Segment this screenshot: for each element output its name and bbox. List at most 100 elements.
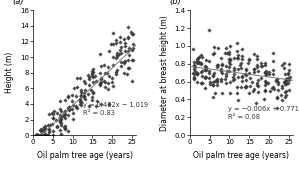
Point	[239, 79, 244, 82]
Point	[210, 80, 215, 83]
Point	[58, 119, 62, 122]
Point	[239, 62, 244, 65]
Point	[282, 83, 287, 85]
Point	[220, 92, 225, 94]
Point	[243, 79, 248, 82]
Point	[113, 57, 118, 60]
Point	[283, 80, 288, 83]
Point	[259, 77, 264, 79]
Point	[89, 75, 94, 77]
Point	[38, 134, 43, 137]
Point	[208, 81, 212, 83]
Point	[98, 71, 103, 74]
Point	[196, 55, 201, 58]
Point	[223, 73, 228, 75]
Point	[77, 97, 82, 100]
Point	[206, 72, 211, 75]
Point	[47, 123, 52, 126]
Point	[86, 92, 91, 95]
Point	[283, 79, 288, 82]
Point	[81, 96, 86, 99]
Point	[65, 94, 70, 97]
Point	[131, 58, 135, 61]
Point	[227, 57, 231, 60]
Point	[202, 69, 207, 71]
Point	[235, 56, 240, 59]
Point	[105, 71, 110, 74]
Point	[113, 42, 118, 44]
Point	[94, 100, 99, 103]
Point	[81, 95, 86, 98]
Point	[235, 50, 240, 52]
Point	[255, 54, 260, 57]
Point	[279, 87, 284, 89]
Point	[224, 70, 229, 73]
Point	[212, 46, 216, 49]
Point	[195, 62, 199, 65]
Point	[282, 80, 287, 83]
Point	[62, 113, 67, 116]
Point	[87, 78, 92, 80]
Point	[123, 42, 127, 45]
Point	[65, 114, 70, 116]
Point	[274, 107, 279, 110]
Point	[89, 89, 94, 92]
Y-axis label: Height (m): Height (m)	[5, 52, 14, 93]
Point	[279, 85, 284, 88]
Point	[202, 65, 207, 68]
Point	[118, 45, 123, 48]
Point	[263, 90, 267, 92]
Point	[58, 100, 63, 102]
Point	[59, 109, 64, 112]
Point	[93, 104, 98, 107]
Point	[287, 68, 292, 71]
Point	[286, 79, 291, 82]
Point	[227, 92, 232, 95]
Point	[215, 66, 220, 68]
Point	[38, 128, 43, 131]
Point	[122, 60, 127, 63]
Point	[256, 79, 261, 82]
Point	[252, 70, 257, 73]
Point	[286, 89, 291, 91]
Point	[58, 132, 63, 135]
Point	[195, 72, 199, 74]
Point	[199, 55, 204, 58]
Point	[210, 83, 215, 86]
Point	[67, 106, 71, 108]
Point	[102, 86, 107, 88]
Point	[62, 115, 66, 117]
Point	[231, 78, 235, 81]
Point	[117, 52, 122, 55]
Point	[58, 119, 63, 122]
Point	[267, 70, 272, 73]
Point	[263, 80, 268, 82]
Point	[81, 92, 86, 95]
Point	[94, 79, 99, 82]
Point	[275, 97, 280, 100]
Point	[256, 69, 260, 72]
Point	[50, 134, 55, 137]
Point	[43, 134, 48, 137]
Point	[226, 51, 231, 54]
Point	[256, 90, 260, 93]
Point	[263, 88, 268, 91]
Y-axis label: Diameter at breast height (m): Diameter at breast height (m)	[160, 15, 169, 130]
Point	[286, 72, 291, 74]
Point	[232, 66, 237, 69]
Point	[224, 52, 229, 55]
Point	[224, 75, 229, 77]
Point	[106, 50, 111, 52]
Point	[106, 66, 111, 68]
Point	[89, 73, 94, 75]
Point	[39, 128, 44, 131]
Point	[211, 75, 216, 78]
Point	[287, 76, 292, 78]
Point	[219, 67, 224, 70]
Point	[106, 81, 111, 84]
Point	[211, 53, 216, 55]
Point	[252, 67, 257, 70]
Point	[107, 103, 112, 106]
Point	[78, 102, 83, 105]
Point	[75, 107, 80, 109]
